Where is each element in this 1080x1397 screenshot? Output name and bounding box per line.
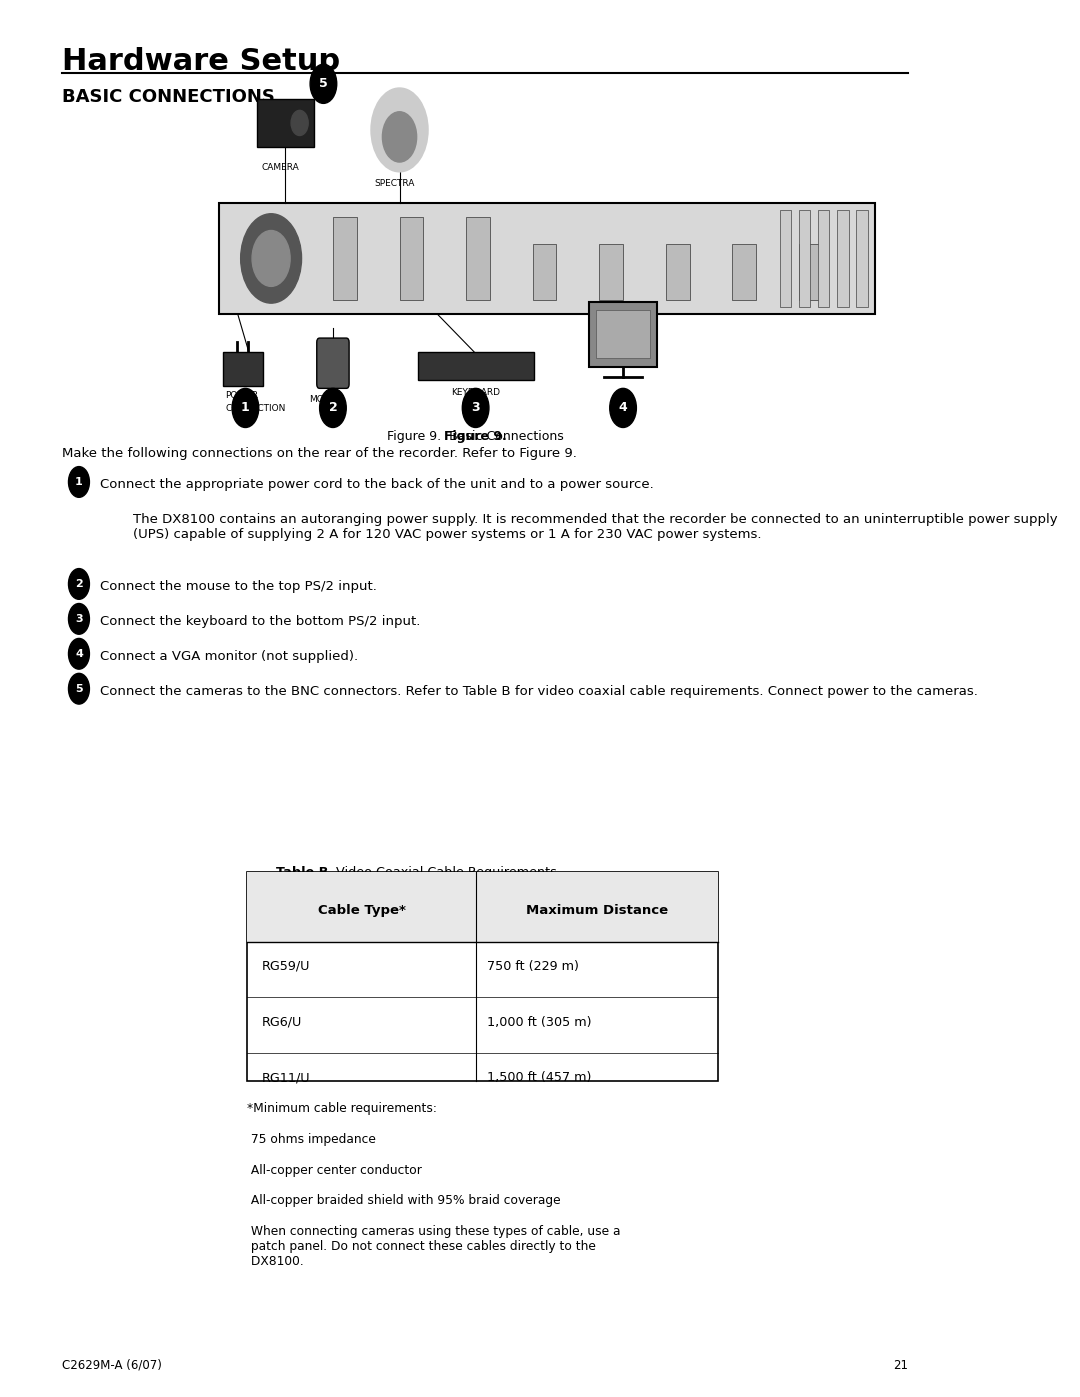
FancyBboxPatch shape [596, 310, 650, 358]
Text: Figure 9.  Basic Connections: Figure 9. Basic Connections [388, 430, 564, 443]
FancyBboxPatch shape [247, 872, 718, 1081]
FancyBboxPatch shape [799, 210, 810, 307]
Circle shape [68, 569, 90, 599]
FancyBboxPatch shape [532, 244, 556, 300]
FancyBboxPatch shape [589, 302, 658, 367]
FancyBboxPatch shape [219, 203, 875, 314]
Text: 3: 3 [471, 401, 480, 415]
Text: MOUSE: MOUSE [309, 395, 341, 404]
Circle shape [462, 388, 489, 427]
FancyBboxPatch shape [732, 244, 756, 300]
Text: 75 ohms impedance: 75 ohms impedance [247, 1133, 376, 1146]
Circle shape [241, 214, 301, 303]
Text: 1,000 ft (305 m): 1,000 ft (305 m) [487, 1016, 592, 1028]
Circle shape [320, 388, 347, 427]
FancyBboxPatch shape [818, 210, 829, 307]
Circle shape [68, 467, 90, 497]
FancyBboxPatch shape [222, 352, 262, 386]
FancyBboxPatch shape [856, 210, 867, 307]
FancyBboxPatch shape [666, 244, 690, 300]
FancyBboxPatch shape [316, 338, 349, 388]
FancyBboxPatch shape [467, 217, 490, 300]
Text: Maximum Distance: Maximum Distance [526, 904, 667, 916]
FancyBboxPatch shape [418, 352, 534, 380]
FancyBboxPatch shape [257, 99, 314, 147]
Text: SPECTRA: SPECTRA [375, 179, 415, 187]
Circle shape [232, 388, 259, 427]
Text: RG6/U: RG6/U [261, 1016, 302, 1028]
Text: Cable Type*: Cable Type* [318, 904, 405, 916]
Text: When connecting cameras using these types of cable, use a
 patch panel. Do not c: When connecting cameras using these type… [247, 1225, 621, 1268]
Text: Table B.: Table B. [275, 866, 333, 879]
Text: 4: 4 [619, 401, 627, 415]
Text: RG59/U: RG59/U [261, 960, 310, 972]
Circle shape [372, 88, 428, 172]
Text: KEYBOARD: KEYBOARD [451, 388, 500, 397]
Text: Make the following connections on the rear of the recorder. Refer to Figure 9.: Make the following connections on the re… [62, 447, 577, 460]
Circle shape [610, 388, 636, 427]
Text: Figure 9.: Figure 9. [444, 430, 507, 443]
Text: BASIC CONNECTIONS: BASIC CONNECTIONS [62, 88, 274, 106]
Text: 5: 5 [319, 77, 328, 91]
Text: The DX8100 contains an autoranging power supply. It is recommended that the reco: The DX8100 contains an autoranging power… [133, 513, 1057, 541]
Circle shape [68, 673, 90, 704]
Text: 2: 2 [76, 578, 83, 590]
Text: Connect the keyboard to the bottom PS/2 input.: Connect the keyboard to the bottom PS/2 … [99, 615, 420, 627]
Text: Video Coaxial Cable Requirements: Video Coaxial Cable Requirements [328, 866, 557, 879]
Text: C2629M-A (6/07): C2629M-A (6/07) [62, 1359, 162, 1372]
FancyBboxPatch shape [333, 217, 356, 300]
FancyBboxPatch shape [247, 872, 718, 942]
Text: Connect the appropriate power cord to the back of the unit and to a power source: Connect the appropriate power cord to th… [99, 478, 653, 490]
FancyBboxPatch shape [599, 244, 623, 300]
Text: 750 ft (229 m): 750 ft (229 m) [487, 960, 579, 972]
Text: 2: 2 [328, 401, 337, 415]
Text: RG11/U: RG11/U [261, 1071, 310, 1084]
Text: CAMERA: CAMERA [261, 163, 299, 172]
FancyBboxPatch shape [780, 210, 792, 307]
Text: POWER: POWER [226, 391, 258, 400]
Text: All-copper braided shield with 95% braid coverage: All-copper braided shield with 95% braid… [247, 1194, 561, 1207]
Circle shape [68, 604, 90, 634]
FancyBboxPatch shape [799, 244, 823, 300]
Text: 21: 21 [893, 1359, 908, 1372]
Circle shape [252, 231, 291, 286]
Circle shape [382, 112, 417, 162]
FancyBboxPatch shape [837, 210, 849, 307]
Text: Hardware Setup: Hardware Setup [62, 47, 340, 77]
Text: *Minimum cable requirements:: *Minimum cable requirements: [247, 1102, 437, 1115]
Circle shape [310, 64, 337, 103]
Circle shape [68, 638, 90, 669]
Text: 1: 1 [241, 401, 249, 415]
Text: 3: 3 [76, 613, 83, 624]
Text: 1,500 ft (457 m): 1,500 ft (457 m) [487, 1071, 592, 1084]
FancyBboxPatch shape [400, 217, 423, 300]
Text: CONNECTION: CONNECTION [226, 404, 286, 412]
Text: Connect a VGA monitor (not supplied).: Connect a VGA monitor (not supplied). [99, 650, 357, 662]
Text: Connect the cameras to the BNC connectors. Refer to Table B for video coaxial ca: Connect the cameras to the BNC connector… [99, 685, 977, 697]
Text: 1: 1 [76, 476, 83, 488]
Text: Connect the mouse to the top PS/2 input.: Connect the mouse to the top PS/2 input. [99, 580, 377, 592]
Text: 4: 4 [75, 648, 83, 659]
Text: 5: 5 [76, 683, 83, 694]
Text: All-copper center conductor: All-copper center conductor [247, 1164, 422, 1176]
Circle shape [292, 110, 308, 136]
